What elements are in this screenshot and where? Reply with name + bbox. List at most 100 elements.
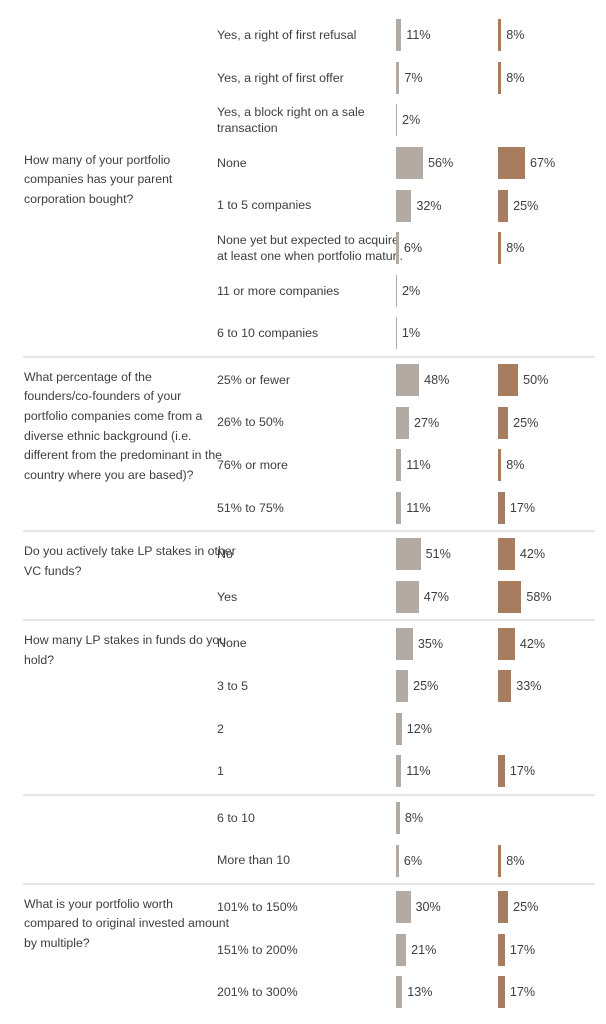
bar-cell-col2: 25% bbox=[498, 406, 606, 439]
value-label-col1: 32% bbox=[416, 198, 442, 213]
bar-col1[interactable] bbox=[396, 274, 397, 307]
bar-cell-col2: 8% bbox=[498, 844, 606, 877]
bar-col1[interactable] bbox=[396, 891, 411, 924]
value-label-col1: 8% bbox=[404, 810, 424, 825]
bar-col1[interactable] bbox=[396, 147, 423, 180]
bar-cell-col2: 42% bbox=[498, 627, 606, 660]
bar-cell-col1: 12% bbox=[396, 712, 498, 745]
bar-col2[interactable] bbox=[498, 449, 502, 482]
bar-col1[interactable] bbox=[396, 364, 420, 397]
bar-cell-col2: 8% bbox=[498, 232, 606, 265]
answer-rows: No 51% 42% Yes 47% 58% bbox=[217, 533, 606, 618]
bar-col1[interactable] bbox=[396, 627, 413, 660]
bar-col1[interactable] bbox=[396, 933, 407, 966]
bar-col1[interactable] bbox=[396, 104, 397, 137]
section-divider bbox=[23, 619, 595, 622]
bar-col1[interactable] bbox=[396, 61, 400, 94]
bar-cell-col2: 25% bbox=[498, 189, 606, 222]
bar-col1[interactable] bbox=[396, 976, 403, 1009]
bar-col2[interactable] bbox=[498, 627, 515, 660]
bar-cell-col1: 48% bbox=[396, 364, 498, 397]
chart-row: Yes, a right of first offer 7% 8% bbox=[217, 57, 606, 100]
bar-col2[interactable] bbox=[498, 891, 509, 924]
answer-rows: 25% or fewer 48% 50% 26% to 50% 27% 25% 76% or… bbox=[217, 359, 606, 529]
bar-cell-col1: 11% bbox=[396, 449, 498, 482]
bar-cell-col1: 47% bbox=[396, 581, 498, 614]
bar-col2[interactable] bbox=[498, 755, 505, 788]
value-label-col2: 42% bbox=[519, 636, 546, 651]
bar-col2[interactable] bbox=[498, 364, 519, 397]
bar-col1[interactable] bbox=[396, 712, 402, 745]
bar-col2[interactable] bbox=[498, 19, 502, 52]
value-label-col1: 6% bbox=[403, 241, 423, 256]
bar-col1[interactable] bbox=[396, 232, 399, 265]
bar-col2[interactable] bbox=[498, 844, 502, 877]
answer-label: 25% or fewer bbox=[217, 372, 291, 387]
bar-col1[interactable] bbox=[396, 19, 402, 52]
answer-rows: None 56% 67% 1 to 5 companies 32% 25% None yet… bbox=[217, 142, 606, 355]
value-label-col1: 11% bbox=[406, 500, 431, 515]
bar-col2[interactable] bbox=[498, 147, 525, 180]
question-text bbox=[0, 14, 217, 142]
bar-cell-col1: 27% bbox=[396, 406, 498, 439]
bar-cell-col2: 58% bbox=[498, 581, 606, 614]
bar-col2[interactable] bbox=[498, 670, 512, 703]
value-label-col2: 8% bbox=[506, 853, 525, 868]
value-label-col1: 11% bbox=[406, 458, 431, 473]
answer-label: Yes, a right of first offer bbox=[217, 70, 344, 85]
bar-cell-col2: 8% bbox=[498, 19, 606, 52]
value-label-col1: 56% bbox=[428, 156, 454, 171]
bar-col2[interactable] bbox=[498, 933, 505, 966]
value-label-col2: 8% bbox=[506, 28, 525, 43]
bar-col1[interactable] bbox=[396, 581, 419, 614]
answer-label: Yes, a right of first refusal bbox=[217, 28, 357, 43]
chart-section: What is your portfolio worth compared to… bbox=[0, 886, 606, 1014]
value-label-col1: 12% bbox=[406, 721, 433, 736]
chart-row: 76% or more 11% 8% bbox=[217, 444, 606, 487]
bar-col2[interactable] bbox=[498, 976, 505, 1009]
bar-col2[interactable] bbox=[498, 232, 502, 265]
bar-col2[interactable] bbox=[498, 61, 502, 94]
bar-col1[interactable] bbox=[396, 801, 400, 834]
bar-cell-col2: 17% bbox=[498, 933, 606, 966]
bar-col1[interactable] bbox=[396, 844, 399, 877]
bar-col1[interactable] bbox=[396, 449, 402, 482]
bar-col2[interactable] bbox=[498, 491, 505, 524]
bar-col1[interactable] bbox=[396, 538, 421, 571]
value-label-col1: 35% bbox=[417, 636, 444, 651]
value-label-col1: 51% bbox=[425, 547, 451, 562]
chart-section: What percentage of the founders/co-found… bbox=[0, 359, 606, 529]
bar-cell-col2: 42% bbox=[498, 538, 606, 571]
section-divider bbox=[23, 793, 595, 796]
bar-cell-col1: 32% bbox=[396, 189, 498, 222]
bar-col1[interactable] bbox=[396, 670, 409, 703]
bar-col1[interactable] bbox=[396, 755, 402, 788]
value-label-col1: 13% bbox=[407, 985, 433, 1000]
value-label-col2: 17% bbox=[509, 764, 536, 779]
value-label-col2: 17% bbox=[509, 985, 536, 1000]
bar-col2[interactable] bbox=[498, 406, 509, 439]
value-label-col1: 21% bbox=[411, 942, 437, 957]
bar-col1[interactable] bbox=[396, 189, 412, 222]
chart-row: 51% to 75% 11% 17% bbox=[217, 487, 606, 530]
chart-row: 26% to 50% 27% 25% bbox=[217, 401, 606, 444]
bar-col2[interactable] bbox=[498, 581, 522, 614]
bar-cell-col2: 33% bbox=[498, 670, 606, 703]
chart-row: Yes 47% 58% bbox=[217, 576, 606, 619]
answer-label: 201% to 300% bbox=[217, 985, 298, 1000]
bar-cell-col2: 8% bbox=[498, 449, 606, 482]
chart-row: None 35% 42% bbox=[217, 622, 606, 665]
chart-row: Yes, a block right on a sale transaction… bbox=[217, 99, 606, 142]
bar-col1[interactable] bbox=[396, 317, 397, 350]
bar-col2[interactable] bbox=[498, 538, 515, 571]
bar-cell-col1: 1% bbox=[396, 317, 498, 350]
bar-col1[interactable] bbox=[396, 406, 409, 439]
answer-label: None bbox=[217, 155, 247, 170]
value-label-col1: 1% bbox=[401, 326, 421, 341]
bar-col2[interactable] bbox=[498, 189, 509, 222]
bar-cell-col1: 6% bbox=[396, 844, 498, 877]
bar-col1[interactable] bbox=[396, 491, 402, 524]
bar-cell-col1: 13% bbox=[396, 976, 498, 1009]
chart-section: How many of your portfolio companies has… bbox=[0, 142, 606, 355]
